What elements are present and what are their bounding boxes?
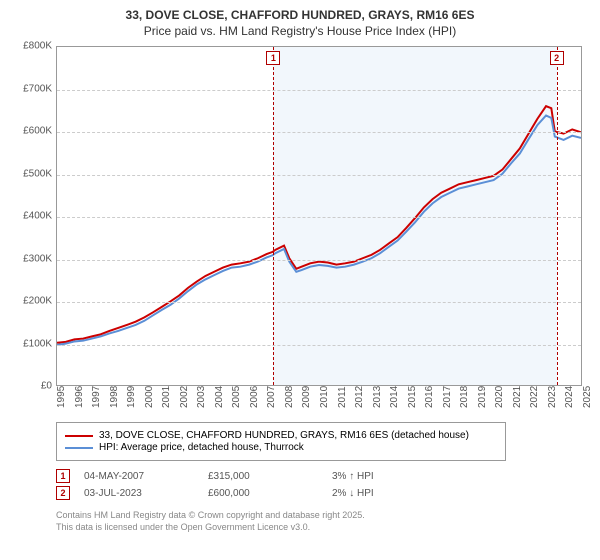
- x-axis-label: 2023: [547, 386, 558, 408]
- y-axis-label: £400K: [10, 211, 52, 222]
- y-axis-label: £100K: [10, 338, 52, 349]
- chart-marker: 2: [550, 51, 564, 65]
- x-axis-label: 1998: [109, 386, 120, 408]
- info-price: £315,000: [208, 471, 318, 482]
- x-axis-label: 2022: [529, 386, 540, 408]
- x-axis-label: 2006: [249, 386, 260, 408]
- x-axis-label: 2001: [161, 386, 172, 408]
- x-axis-label: 2008: [284, 386, 295, 408]
- info-change: 2% ↓ HPI: [332, 488, 442, 499]
- legend-box: 33, DOVE CLOSE, CHAFFORD HUNDRED, GRAYS,…: [56, 422, 506, 461]
- copyright-line-1: Contains HM Land Registry data © Crown c…: [56, 510, 590, 522]
- y-axis-label: £800K: [10, 41, 52, 52]
- marker-icon: 1: [56, 469, 70, 483]
- legend-swatch-2: [65, 447, 93, 449]
- x-axis-label: 1997: [91, 386, 102, 408]
- x-axis-label: 2016: [424, 386, 435, 408]
- info-price: £600,000: [208, 488, 318, 499]
- x-axis-label: 2015: [407, 386, 418, 408]
- info-table: 1 04-MAY-2007 £315,000 3% ↑ HPI 2 03-JUL…: [56, 469, 590, 500]
- x-axis-label: 2014: [389, 386, 400, 408]
- chart-svg: [57, 47, 581, 385]
- chart-title-1: 33, DOVE CLOSE, CHAFFORD HUNDRED, GRAYS,…: [10, 8, 590, 22]
- x-axis-label: 1999: [126, 386, 137, 408]
- x-axis-label: 2004: [214, 386, 225, 408]
- x-axis-label: 2017: [442, 386, 453, 408]
- x-axis-label: 2000: [144, 386, 155, 408]
- y-axis-label: £500K: [10, 168, 52, 179]
- chart-marker: 1: [266, 51, 280, 65]
- info-date: 03-JUL-2023: [84, 488, 194, 499]
- x-axis-label: 2009: [301, 386, 312, 408]
- legend-row: 33, DOVE CLOSE, CHAFFORD HUNDRED, GRAYS,…: [65, 430, 497, 441]
- x-axis-label: 2012: [354, 386, 365, 408]
- legend-swatch-1: [65, 435, 93, 437]
- y-axis-label: £200K: [10, 296, 52, 307]
- x-axis-label: 1996: [74, 386, 85, 408]
- x-axis-label: 2019: [477, 386, 488, 408]
- x-axis-label: 2013: [372, 386, 383, 408]
- y-axis-label: £700K: [10, 83, 52, 94]
- info-date: 04-MAY-2007: [84, 471, 194, 482]
- legend-label-2: HPI: Average price, detached house, Thur…: [99, 442, 304, 453]
- x-axis-label: 1995: [56, 386, 67, 408]
- chart-title-2: Price paid vs. HM Land Registry's House …: [10, 24, 590, 38]
- x-axis-label: 2003: [196, 386, 207, 408]
- x-axis-label: 2025: [582, 386, 593, 408]
- x-axis-label: 2002: [179, 386, 190, 408]
- x-axis-label: 2024: [564, 386, 575, 408]
- x-axis-label: 2018: [459, 386, 470, 408]
- y-axis-label: £600K: [10, 126, 52, 137]
- x-axis-label: 2007: [266, 386, 277, 408]
- info-row: 2 03-JUL-2023 £600,000 2% ↓ HPI: [56, 486, 590, 500]
- legend-label-1: 33, DOVE CLOSE, CHAFFORD HUNDRED, GRAYS,…: [99, 430, 469, 441]
- info-change: 3% ↑ HPI: [332, 471, 442, 482]
- legend-row: HPI: Average price, detached house, Thur…: [65, 442, 497, 453]
- x-axis-label: 2011: [337, 386, 348, 408]
- x-axis-label: 2010: [319, 386, 330, 408]
- copyright-line-2: This data is licensed under the Open Gov…: [56, 522, 590, 534]
- plot-area: 12: [56, 46, 582, 386]
- y-axis-label: £300K: [10, 253, 52, 264]
- x-axis-label: 2021: [512, 386, 523, 408]
- marker-icon: 2: [56, 486, 70, 500]
- chart-area: 12 £0£100K£200K£300K£400K£500K£600K£700K…: [10, 46, 590, 414]
- copyright-block: Contains HM Land Registry data © Crown c…: [56, 510, 590, 533]
- y-axis-label: £0: [10, 381, 52, 392]
- info-row: 1 04-MAY-2007 £315,000 3% ↑ HPI: [56, 469, 590, 483]
- x-axis-label: 2005: [231, 386, 242, 408]
- chart-container: 33, DOVE CLOSE, CHAFFORD HUNDRED, GRAYS,…: [0, 0, 600, 560]
- x-axis-label: 2020: [494, 386, 505, 408]
